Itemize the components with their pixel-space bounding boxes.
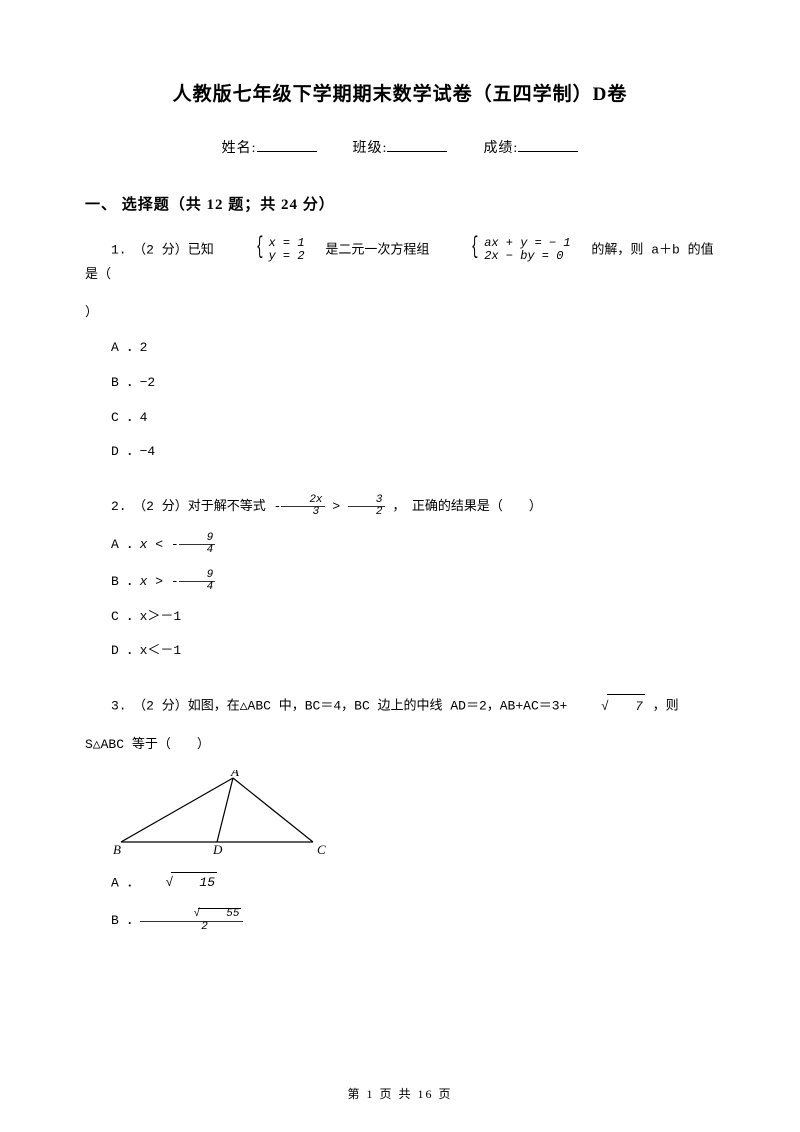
q2-f2-den: 2: [348, 507, 385, 518]
section-1-header: 一、 选择题（共 12 题；共 24 分）: [85, 193, 715, 217]
q3a-pre: A ．: [111, 875, 140, 890]
q1-sys1-l1: x = 1: [243, 237, 305, 250]
q2-f1-den: 3: [281, 507, 324, 518]
svg-text:C: C: [317, 842, 326, 857]
q3-triangle-diagram: A B C D: [113, 770, 333, 858]
q2a-frac: 94: [179, 533, 216, 556]
q2b-x: x > -: [140, 573, 179, 588]
q3-text-c: S△ABC 等于（ ）: [85, 733, 715, 756]
q2-text-b: ， 正确的结果是（ ）: [385, 499, 542, 514]
name-label: 姓名:: [222, 141, 257, 156]
q2b-den: 4: [179, 582, 216, 593]
q3-sqrt7: 7: [575, 694, 645, 718]
q1-system-1: x = 1 y = 2: [235, 237, 305, 263]
class-label: 班级:: [353, 141, 388, 156]
name-blank[interactable]: [257, 138, 317, 152]
q2-option-d[interactable]: D ．x＜－1: [85, 641, 715, 662]
question-3: 3. （2 分）如图，在△ABC 中，BC＝4，BC 边上的中线 AD＝2，AB…: [85, 694, 715, 718]
q2a-pre: A ．: [111, 536, 140, 551]
q3b-num: 55: [140, 908, 244, 922]
q1-text-b: 是二元一次方程组: [312, 242, 442, 257]
q3b-pre: B ．: [111, 913, 140, 928]
svg-text:B: B: [113, 842, 121, 857]
q2-gt: >: [325, 499, 348, 514]
q3b-den: 2: [140, 922, 244, 933]
page-footer: 第 1 页 共 16 页: [0, 1085, 800, 1102]
q2b-pre: B ．: [111, 573, 140, 588]
footer-total: 16: [418, 1087, 434, 1101]
question-1: 1. （2 分）已知 x = 1 y = 2 是二元一次方程组 ax + y =…: [85, 237, 715, 287]
q3b-frac: 552: [140, 908, 244, 933]
footer-b: 页 共: [374, 1087, 417, 1101]
student-info-row: 姓名: 班级: 成绩:: [85, 138, 715, 160]
footer-a: 第: [347, 1087, 366, 1101]
class-blank[interactable]: [387, 138, 447, 152]
q2-option-c[interactable]: C ．x＞－1: [85, 607, 715, 628]
footer-c: 页: [434, 1087, 453, 1101]
q3-option-b[interactable]: B ．552: [85, 908, 715, 933]
q2a-den: 4: [179, 545, 216, 556]
question-2: 2. （2 分）对于解不等式 -2x3 > 32 ， 正确的结果是（ ）: [85, 495, 715, 518]
page-content: 人教版七年级下学期期末数学试卷（五四学制）D卷 姓名: 班级: 成绩: 一、 选…: [0, 0, 800, 987]
q2-option-a[interactable]: A ．x < -94: [85, 533, 715, 556]
doc-title: 人教版七年级下学期期末数学试卷（五四学制）D卷: [85, 80, 715, 110]
q3a-sqrt: 15: [140, 872, 217, 894]
q1-option-b[interactable]: B ．−2: [85, 373, 715, 394]
q1-option-a[interactable]: A ．2: [85, 338, 715, 359]
q1-option-c[interactable]: C ．4: [85, 408, 715, 429]
q3b-sqrt: 55: [168, 908, 242, 920]
q1-text-a: 1. （2 分）已知: [111, 242, 227, 257]
q2a-x: x < -: [140, 536, 179, 551]
q1-text-d: ）: [85, 301, 715, 324]
q1-option-d[interactable]: D ．−4: [85, 442, 715, 463]
svg-text:D: D: [212, 842, 223, 857]
q2b-num: 9: [179, 570, 216, 582]
score-label: 成绩:: [483, 141, 518, 156]
q2b-frac: 94: [179, 570, 216, 593]
q3-text-a: 3. （2 分）如图，在△ABC 中，BC＝4，BC 边上的中线 AD＝2，AB…: [111, 699, 575, 714]
score-blank[interactable]: [518, 138, 578, 152]
q1-sys2-l1: ax + y = − 1: [458, 237, 570, 250]
q3-text-b: ，则: [645, 699, 679, 714]
svg-text:A: A: [230, 770, 239, 779]
q2-option-b[interactable]: B ．x > -94: [85, 570, 715, 593]
q1-sys2-l2: 2x − by = 0: [458, 250, 570, 263]
q1-system-2: ax + y = − 1 2x − by = 0: [450, 237, 570, 263]
q3a-rad: 15: [171, 872, 217, 894]
q2-text-a: 2. （2 分）对于解不等式 -: [111, 499, 281, 514]
q3b-rad: 55: [198, 908, 241, 920]
q1-sys1-l2: y = 2: [243, 250, 305, 263]
q2-frac-1: 2x3: [281, 495, 324, 518]
q3-sqrt7-rad: 7: [607, 694, 645, 718]
q2a-num: 9: [179, 533, 216, 545]
q3-option-a[interactable]: A ． 15: [85, 872, 715, 894]
q2-frac-2: 32: [348, 495, 385, 518]
